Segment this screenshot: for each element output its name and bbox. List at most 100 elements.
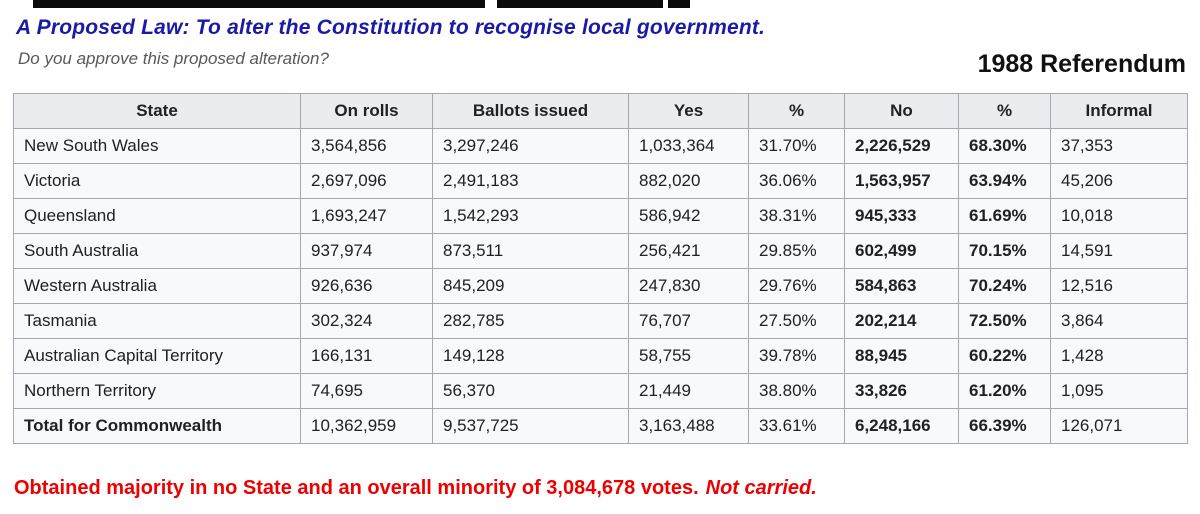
- cell-state: New South Wales: [13, 128, 301, 164]
- cell-informal: 14,591: [1050, 233, 1188, 269]
- cell-ballots-issued: 149,128: [432, 338, 629, 374]
- results-table: State On rolls Ballots issued Yes% No% Inform…: [13, 93, 1188, 444]
- cell-informal: 37,353: [1050, 128, 1188, 164]
- cell-state: South Australia: [13, 233, 301, 269]
- column-header-yes-percent: %: [748, 93, 845, 129]
- cell-state: Tasmania: [13, 303, 301, 339]
- cell-state: Western Australia: [13, 268, 301, 304]
- cell-no: 945,333: [844, 198, 959, 234]
- cell-on-rolls: 302,324: [300, 303, 433, 339]
- cell-ballots-issued: 873,511: [432, 233, 629, 269]
- table-row: Northern Territory 74,695 56,370 21,449 38.8…: [13, 373, 1188, 409]
- cell-yes-percent: 38.31%: [748, 198, 845, 234]
- cell-no-percent: 61.20%: [958, 373, 1051, 409]
- cell-state: Australian Capital Territory: [13, 338, 301, 374]
- cell-yes-percent: 29.76%: [748, 268, 845, 304]
- cell-on-rolls: 74,695: [300, 373, 433, 409]
- cell-ballots-issued: 1,542,293: [432, 198, 629, 234]
- cell-yes: 256,421: [628, 233, 749, 269]
- cell-yes: 586,942: [628, 198, 749, 234]
- cell-state: Northern Territory: [13, 373, 301, 409]
- cell-on-rolls: 2,697,096: [300, 163, 433, 199]
- table-row: South Australia 937,974 873,511 256,421 29.8…: [13, 233, 1188, 269]
- cell-informal: 10,018: [1050, 198, 1188, 234]
- cell-yes: 58,755: [628, 338, 749, 374]
- cell-ballots-issued: 3,297,246: [432, 128, 629, 164]
- cell-no-percent: 66.39%: [958, 408, 1051, 444]
- column-header-yes: Yes: [628, 93, 749, 129]
- cell-no-percent: 63.94%: [958, 163, 1051, 199]
- cell-ballots-issued: 282,785: [432, 303, 629, 339]
- cell-ballots-issued: 845,209: [432, 268, 629, 304]
- table-row: Victoria 2,697,096 2,491,183 882,020 36.06% 1…: [13, 163, 1188, 199]
- cell-yes-percent: 31.70%: [748, 128, 845, 164]
- proposed-law-title: A Proposed Law: To alter the Constitutio…: [16, 16, 766, 39]
- cell-yes-percent: 38.80%: [748, 373, 845, 409]
- cell-yes: 21,449: [628, 373, 749, 409]
- referendum-year-label: 1988 Referendum: [977, 50, 1186, 78]
- cell-state: Victoria: [13, 163, 301, 199]
- cell-no: 1,563,957: [844, 163, 959, 199]
- cell-no-percent: 68.30%: [958, 128, 1051, 164]
- cell-no-percent: 60.22%: [958, 338, 1051, 374]
- cell-informal: 126,071: [1050, 408, 1188, 444]
- cell-yes: 76,707: [628, 303, 749, 339]
- table-row: Australian Capital Territory 166,131 149,1…: [13, 338, 1188, 374]
- table-row: New South Wales 3,564,856 3,297,246 1,033,3…: [13, 128, 1188, 164]
- cell-yes-percent: 39.78%: [748, 338, 845, 374]
- cell-yes-percent: 36.06%: [748, 163, 845, 199]
- cell-yes-percent: 33.61%: [748, 408, 845, 444]
- cell-yes: 247,830: [628, 268, 749, 304]
- cell-no: 2,226,529: [844, 128, 959, 164]
- column-header-no-percent: %: [958, 93, 1051, 129]
- approval-question: Do you approve this proposed alteration?: [18, 49, 329, 68]
- table-row: Tasmania 302,324 282,785 76,707 27.50% 202,21…: [13, 303, 1188, 339]
- cell-informal: 3,864: [1050, 303, 1188, 339]
- cell-yes-percent: 27.50%: [748, 303, 845, 339]
- cell-ballots-issued: 2,491,183: [432, 163, 629, 199]
- cell-yes-percent: 29.85%: [748, 233, 845, 269]
- cell-on-rolls: 1,693,247: [300, 198, 433, 234]
- cell-no-percent: 70.24%: [958, 268, 1051, 304]
- cell-yes: 3,163,488: [628, 408, 749, 444]
- cropped-bar-segment: [497, 0, 663, 8]
- cell-on-rolls: 937,974: [300, 233, 433, 269]
- cell-yes: 1,033,364: [628, 128, 749, 164]
- cell-no: 88,945: [844, 338, 959, 374]
- total-row: Total for Commonwealth 10,362,959 9,537,72…: [13, 408, 1188, 444]
- cell-informal: 1,095: [1050, 373, 1188, 409]
- cell-on-rolls: 926,636: [300, 268, 433, 304]
- column-header-ballots-issued: Ballots issued: [432, 93, 629, 129]
- cell-yes: 882,020: [628, 163, 749, 199]
- cell-no-percent: 61.69%: [958, 198, 1051, 234]
- cropped-bar-segment: [33, 0, 485, 8]
- cell-no: 33,826: [844, 373, 959, 409]
- cell-on-rolls: 3,564,856: [300, 128, 433, 164]
- cell-no-percent: 70.15%: [958, 233, 1051, 269]
- cell-no-percent: 72.50%: [958, 303, 1051, 339]
- column-header-no: No: [844, 93, 959, 129]
- result-text: Obtained majority in no State and an ove…: [14, 477, 699, 499]
- table-row: Queensland 1,693,247 1,542,293 586,942 38.31…: [13, 198, 1188, 234]
- cell-no: 602,499: [844, 233, 959, 269]
- cell-ballots-issued: 9,537,725: [432, 408, 629, 444]
- header-row: State On rolls Ballots issued Yes% No% Inform…: [13, 93, 1188, 129]
- table-row: Western Australia 926,636 845,209 247,830 29…: [13, 268, 1188, 304]
- cell-no: 202,214: [844, 303, 959, 339]
- cell-informal: 12,516: [1050, 268, 1188, 304]
- column-header-state: State: [13, 93, 301, 129]
- cell-no: 584,863: [844, 268, 959, 304]
- cell-on-rolls: 10,362,959: [300, 408, 433, 444]
- cell-informal: 45,206: [1050, 163, 1188, 199]
- result-verdict: Not carried.: [705, 477, 817, 499]
- cell-informal: 1,428: [1050, 338, 1188, 374]
- column-header-on-rolls: On rolls: [300, 93, 433, 129]
- cell-ballots-issued: 56,370: [432, 373, 629, 409]
- cell-state: Queensland: [13, 198, 301, 234]
- cell-on-rolls: 166,131: [300, 338, 433, 374]
- result-note: Obtained majority in no State and an ove…: [14, 477, 817, 500]
- cell-state: Total for Commonwealth: [13, 408, 301, 444]
- column-header-informal: Informal: [1050, 93, 1188, 129]
- cell-no: 6,248,166: [844, 408, 959, 444]
- cropped-bar-segment: [668, 0, 690, 8]
